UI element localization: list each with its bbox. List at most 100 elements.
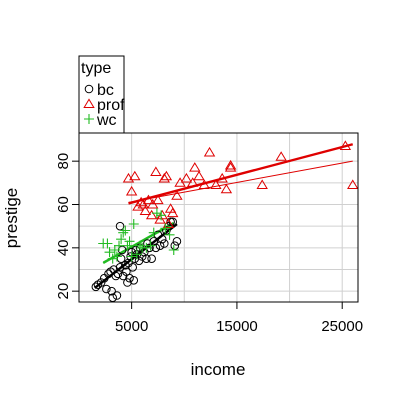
point-wc [131,249,142,260]
point-bc [111,271,121,281]
point-prof [347,179,359,189]
point-wc [168,245,179,255]
legend-prof-label: prof [97,97,125,114]
point-bc [172,237,182,246]
point-wc [118,227,129,238]
legend-bc-label: bc [97,82,114,99]
point-prof [216,172,228,183]
point-bc [91,282,101,292]
y-axis-label: prestige [2,188,21,248]
point-prof [203,146,216,157]
point-bc [129,276,139,285]
point-prof [171,190,183,200]
point-wc [104,247,115,258]
point-wc [120,225,131,236]
point-bc [142,254,151,263]
point-prof [189,162,201,172]
data-points [91,140,359,302]
point-bc [147,254,156,263]
point-wc [135,240,146,251]
point-prof [139,205,152,215]
point-bc [125,273,134,283]
point-wc [114,240,125,251]
point-prof [198,179,210,189]
point-prof [339,140,352,150]
point-bc [108,293,117,302]
point-prof [142,194,155,205]
point-bc [113,269,123,279]
point-prof [162,218,175,228]
legend-title: type [81,60,111,77]
point-prof [158,172,170,183]
point-prof [220,183,233,194]
x-axis: 5000 15000 25000 [115,301,363,335]
point-wc [122,240,133,251]
y-tick-label: 80 [55,153,72,170]
point-bc [157,234,167,244]
fit-line-prof [128,143,354,205]
fit-lines [94,143,354,289]
point-prof [166,207,179,218]
y-tick-label: 40 [55,239,72,256]
point-prof [150,166,162,176]
fit-line-prof [128,160,353,203]
y-tick-label: 60 [55,196,72,213]
point-prof [152,194,164,205]
point-wc [102,238,113,249]
point-wc [156,210,167,221]
point-prof [224,159,237,170]
point-prof [275,151,287,161]
point-wc [145,240,156,251]
point-wc [160,223,171,234]
fit-line-wc [102,223,174,263]
point-bc [102,284,111,294]
point-bc [115,263,125,272]
legend-bc-marker [84,84,94,94]
point-prof [256,179,268,189]
point-prof [193,170,205,181]
point-prof [125,185,138,196]
x-tick-label: 5000 [115,318,148,335]
y-axis: 20 40 60 80 [55,153,80,300]
point-wc [151,208,162,219]
point-wc [128,219,139,229]
x-tick-label: 15000 [216,318,258,335]
point-bc [115,221,125,231]
point-prof [210,179,222,189]
point-prof [180,172,193,183]
point-wc [111,251,122,262]
legend-prof-marker [83,98,95,108]
point-wc [116,234,127,245]
point-bc [155,241,165,250]
point-bc [96,278,106,287]
point-prof [160,170,173,181]
legend-box [78,55,125,134]
point-wc [126,251,137,262]
y-tick-label: 20 [55,283,72,300]
point-bc [151,243,161,253]
point-bc [112,291,122,300]
point-wc [124,236,135,247]
point-wc [109,245,120,255]
point-bc [123,278,132,287]
point-prof [224,162,237,172]
point-wc [164,229,175,240]
legend-wc-label: wc [96,112,117,129]
point-prof [129,170,141,181]
point-prof [145,209,158,220]
point-wc [107,253,118,264]
point-prof [186,177,199,187]
point-prof [156,209,168,220]
point-bc [107,286,116,296]
point-bc [118,271,128,281]
point-prof [135,196,147,207]
point-wc [141,242,152,253]
point-wc [148,227,159,238]
point-bc [159,239,169,248]
legend-wc-marker [84,114,94,124]
x-axis-label: income [191,360,246,379]
point-bc [128,263,137,272]
x-tick-label: 25000 [321,318,363,335]
